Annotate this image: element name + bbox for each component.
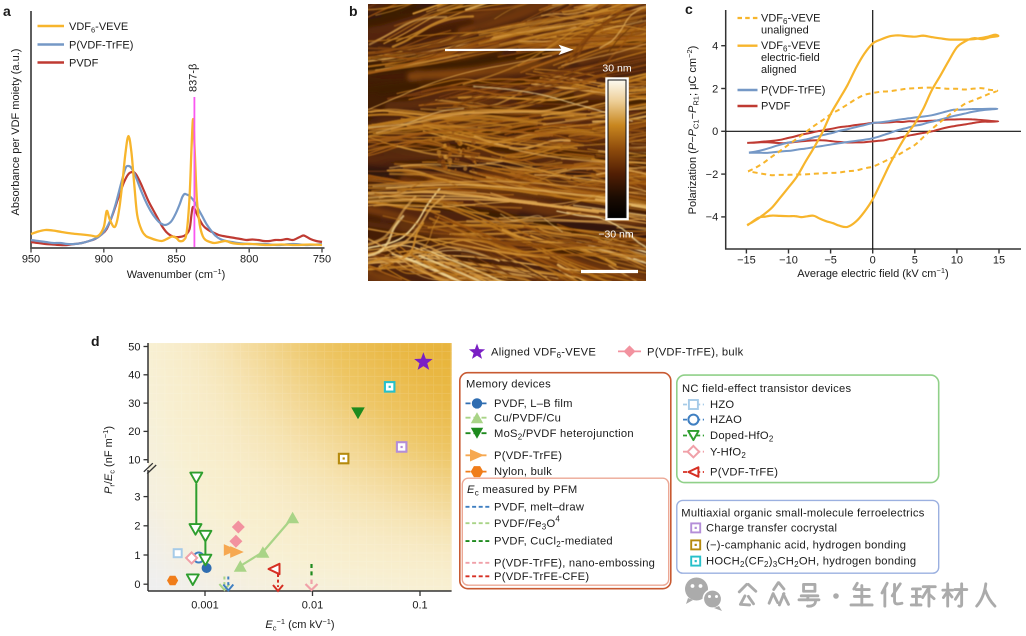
svg-text:−4: −4 — [706, 212, 719, 224]
svg-text:Aligned VDF6-VEVE: Aligned VDF6-VEVE — [491, 347, 596, 361]
svg-text:Absorbance per VDF moiety (a.u: Absorbance per VDF moiety (a.u.) — [10, 49, 22, 216]
svg-text:P(VDF-TrFE), nano-embossing: P(VDF-TrFE), nano-embossing — [494, 557, 655, 569]
svg-text:30: 30 — [128, 398, 140, 410]
svg-text:VDF6-VEVE: VDF6-VEVE — [761, 40, 820, 54]
svg-text:0.001: 0.001 — [191, 600, 219, 612]
svg-text:c: c — [685, 1, 693, 17]
svg-text:3: 3 — [134, 491, 140, 503]
svg-text:PVDF: PVDF — [761, 101, 791, 113]
svg-text:(−)-camphanic acid, hydrogen b: (−)-camphanic acid, hydrogen bonding — [706, 540, 906, 552]
svg-text:HZAO: HZAO — [710, 414, 742, 426]
svg-text:950: 950 — [22, 254, 40, 266]
svg-text:PVDF/Fe3O4: PVDF/Fe3O4 — [494, 514, 560, 531]
svg-text:Multiaxial organic small-molec: Multiaxial organic small-molecule ferroe… — [681, 507, 924, 519]
svg-text:Ec−1 (cm kV−1): Ec−1 (cm kV−1) — [265, 617, 334, 633]
svg-text:800: 800 — [240, 254, 258, 266]
svg-text:electric-field: electric-field — [761, 52, 820, 64]
svg-text:0.1: 0.1 — [412, 600, 427, 612]
svg-text:20: 20 — [128, 426, 140, 438]
svg-text:HZO: HZO — [710, 399, 734, 411]
svg-text:Average electric field (kV cm−: Average electric field (kV cm−1) — [797, 266, 948, 280]
svg-text:d: d — [91, 333, 100, 349]
svg-text:PVDF, L–B film: PVDF, L–B film — [494, 398, 573, 410]
svg-text:Pr/Ec (nF m−1): Pr/Ec (nF m−1) — [101, 426, 117, 494]
svg-text:30 nm: 30 nm — [602, 63, 631, 75]
svg-text:PVDF, CuCl2-mediated: PVDF, CuCl2-mediated — [494, 536, 613, 550]
svg-text:b: b — [349, 3, 358, 19]
svg-text:P(VDF-TrFE): P(VDF-TrFE) — [494, 450, 562, 462]
svg-text:NC field-effect transistor dev: NC field-effect transistor devices — [682, 383, 851, 395]
svg-text:a: a — [3, 3, 11, 19]
svg-text:HOCH2(CF2)3CH2OH, hydrogen bon: HOCH2(CF2)3CH2OH, hydrogen bonding — [706, 556, 916, 570]
svg-text:0: 0 — [870, 255, 876, 267]
svg-text:−5: −5 — [824, 255, 837, 267]
svg-text:0: 0 — [712, 126, 718, 138]
svg-text:2: 2 — [134, 521, 140, 533]
svg-text:−30 nm: −30 nm — [598, 229, 634, 241]
svg-text:50: 50 — [128, 341, 140, 353]
svg-text:P(VDF-TrFE), bulk: P(VDF-TrFE), bulk — [647, 347, 744, 359]
svg-text:P(VDF-TrFE): P(VDF-TrFE) — [69, 39, 133, 51]
svg-text:unaligned: unaligned — [761, 25, 809, 37]
svg-text:Y-HfO2: Y-HfO2 — [710, 446, 746, 460]
svg-text:Memory devices: Memory devices — [466, 379, 551, 391]
svg-text:VDF6-VEVE: VDF6-VEVE — [69, 21, 128, 35]
svg-text:MoS2/PVDF heterojunction: MoS2/PVDF heterojunction — [494, 428, 634, 442]
svg-text:4: 4 — [712, 41, 718, 53]
svg-text:850: 850 — [167, 254, 185, 266]
svg-text:750: 750 — [313, 254, 331, 266]
svg-text:PVDF, melt–draw: PVDF, melt–draw — [494, 501, 585, 513]
svg-text:10: 10 — [128, 455, 140, 467]
svg-text:Cu/PVDF/Cu: Cu/PVDF/Cu — [494, 412, 561, 424]
svg-text:P(VDF-TrFE): P(VDF-TrFE) — [761, 85, 825, 97]
svg-text:837-β: 837-β — [188, 64, 200, 92]
svg-text:900: 900 — [95, 254, 113, 266]
svg-text:Charge transfer cocrystal: Charge transfer cocrystal — [706, 523, 837, 535]
svg-text:0: 0 — [134, 579, 140, 591]
svg-text:−15: −15 — [737, 255, 756, 267]
svg-text:aligned: aligned — [761, 64, 796, 76]
svg-text:40: 40 — [128, 370, 140, 382]
svg-text:P(VDF-TrFE-CFE): P(VDF-TrFE-CFE) — [494, 571, 589, 583]
svg-text:15: 15 — [993, 255, 1005, 267]
svg-text:Nylon, bulk: Nylon, bulk — [494, 466, 552, 478]
svg-text:Polarization (P−PC1−PR1; μC cm: Polarization (P−PC1−PR1; μC cm−2) — [685, 46, 701, 215]
svg-text:Wavenumber (cm−1): Wavenumber (cm−1) — [127, 267, 226, 281]
svg-text:10: 10 — [951, 255, 963, 267]
svg-text:P(VDF-TrFE): P(VDF-TrFE) — [710, 467, 778, 479]
svg-text:2: 2 — [712, 83, 718, 95]
svg-text:1: 1 — [134, 550, 140, 562]
svg-text:Doped-HfO2: Doped-HfO2 — [710, 430, 774, 444]
svg-text:Ec measured by PFM: Ec measured by PFM — [467, 484, 577, 498]
svg-text:PVDF: PVDF — [69, 57, 99, 69]
svg-text:−2: −2 — [706, 169, 719, 181]
svg-text:0.01: 0.01 — [302, 600, 323, 612]
svg-text:VDF6-VEVE: VDF6-VEVE — [761, 13, 820, 27]
svg-text:−10: −10 — [779, 255, 798, 267]
svg-text:5: 5 — [912, 255, 918, 267]
